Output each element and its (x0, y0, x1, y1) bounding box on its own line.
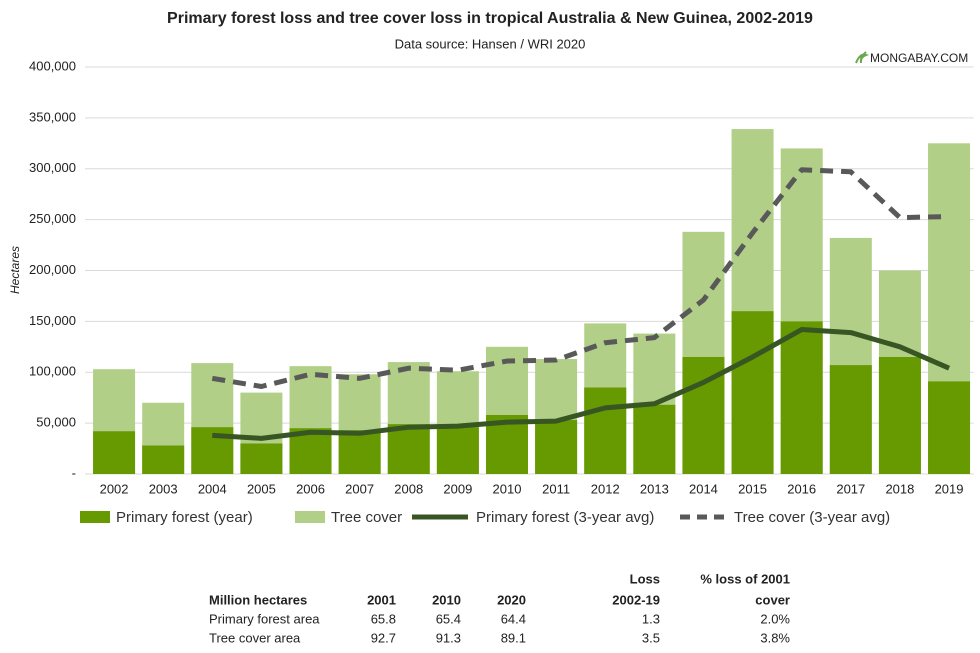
x-tick-label: 2005 (247, 481, 276, 496)
source-logo: MONGABAY.COM (870, 51, 968, 65)
legend-label: Tree cover (3-year avg) (734, 509, 890, 526)
table-header: 2002-19 (612, 592, 660, 607)
table-cell: 91.3 (436, 630, 461, 645)
table-cell: 1.3 (642, 611, 660, 626)
table-header: cover (755, 592, 790, 607)
bar (584, 387, 627, 474)
y-tick-label: 250,000 (29, 211, 76, 226)
y-tick-label: 300,000 (29, 160, 76, 175)
x-tick-label: 2004 (198, 481, 227, 496)
table-cell: 89.1 (501, 630, 526, 645)
bar (142, 445, 185, 474)
x-tick-label: 2012 (591, 481, 620, 496)
table-header: Million hectares (209, 592, 307, 607)
x-tick-label: 2019 (935, 481, 964, 496)
bar (928, 381, 971, 474)
x-tick-label: 2016 (787, 481, 816, 496)
table-header: Loss (630, 571, 660, 586)
bar (240, 443, 283, 474)
legend-swatch (295, 511, 325, 523)
x-tick-label: 2002 (100, 481, 129, 496)
table-cell: 3.8% (760, 630, 790, 645)
chart-title: Primary forest loss and tree cover loss … (167, 10, 813, 27)
bar (878, 356, 921, 474)
table-header: 2020 (497, 592, 526, 607)
chart-subtitle: Data source: Hansen / WRI 2020 (395, 36, 586, 51)
table-cell: 2.0% (760, 611, 790, 626)
table-header: % loss of 2001 (700, 571, 790, 586)
x-tick-label: 2018 (885, 481, 914, 496)
x-tick-label: 2014 (689, 481, 718, 496)
x-tick-label: 2013 (640, 481, 669, 496)
logo-icon (855, 51, 870, 64)
bar (829, 365, 872, 474)
bar (338, 430, 381, 474)
bar (387, 424, 430, 474)
x-tick-label: 2003 (149, 481, 178, 496)
legend-swatch (80, 511, 110, 523)
y-tick-label: 50,000 (36, 415, 76, 430)
y-tick-label: - (72, 465, 76, 480)
x-tick-label: 2011 (542, 481, 570, 496)
table-header: 2010 (432, 592, 461, 607)
data-table: Million hectares 2001 2010 2020 Loss 2002-19%… (209, 571, 790, 645)
bar (633, 404, 676, 474)
y-tick-label: 100,000 (29, 364, 76, 379)
x-tick-label: 2010 (493, 481, 522, 496)
line (211, 167, 950, 389)
x-tick-label: 2008 (394, 481, 423, 496)
table-cell: 3.5 (642, 630, 660, 645)
x-tick-label: 2017 (836, 481, 865, 496)
bar (436, 427, 479, 474)
bar (535, 420, 578, 474)
table-cell: 92.7 (371, 630, 396, 645)
table-header: 2001 (367, 592, 396, 607)
x-tick-label: 2006 (296, 481, 325, 496)
legend-label: Primary forest (year) (116, 509, 253, 526)
y-tick-label: 350,000 (29, 109, 76, 124)
x-tick-label: 2015 (738, 481, 767, 496)
legend-label: Primary forest (3-year avg) (476, 509, 654, 526)
table-cell: 64.4 (501, 611, 526, 626)
table-cell: Tree cover area (209, 630, 301, 645)
table-cell: 65.8 (371, 611, 396, 626)
y-tick-label: 150,000 (29, 313, 76, 328)
table-cell: 65.4 (436, 611, 461, 626)
table-cell: Primary forest area (209, 611, 320, 626)
bar (780, 321, 823, 474)
y-tick-label: 400,000 (29, 58, 76, 73)
x-tick-label: 2007 (345, 481, 374, 496)
y-axis-label: Hectares (8, 246, 22, 294)
bar (93, 431, 136, 474)
x-tick-label: 2009 (443, 481, 472, 496)
y-tick-label: 200,000 (29, 262, 76, 277)
legend-label: Tree cover (331, 509, 402, 526)
line (212, 327, 951, 441)
bar (731, 311, 774, 474)
